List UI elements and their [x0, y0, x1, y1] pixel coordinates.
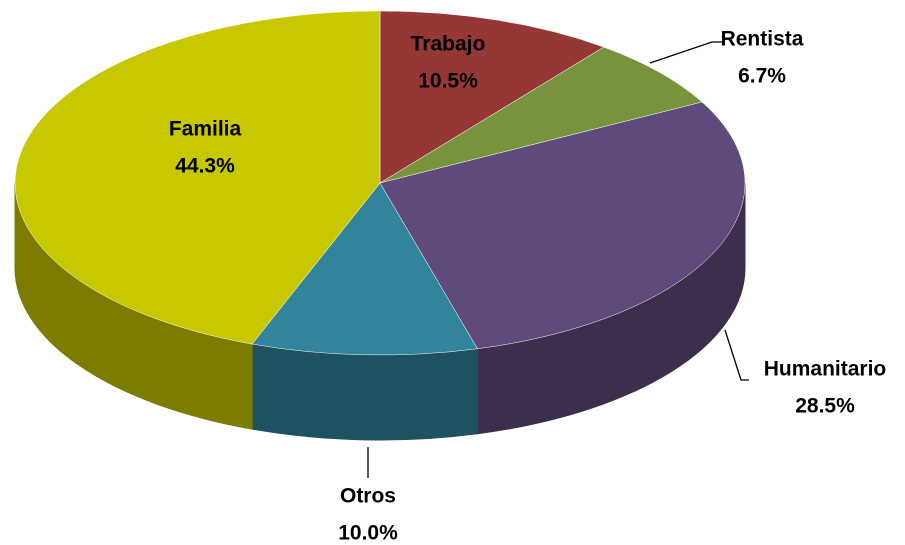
slice: [14, 10, 381, 345]
value-label: 10.0%: [338, 522, 398, 545]
value-label: 6.7%: [738, 65, 786, 88]
value-label: 10.5%: [418, 70, 478, 93]
slice: [251, 182, 478, 356]
slice-label: Rentista: [721, 28, 804, 51]
slice-label: Otros: [340, 485, 396, 508]
slice: [379, 101, 746, 350]
value-label: 44.3%: [175, 155, 235, 178]
leader-line: [724, 329, 749, 381]
slice-label: Humanitario: [764, 358, 887, 381]
slice: [379, 10, 605, 184]
slice-label: Trabajo: [411, 33, 486, 56]
leader-line: [649, 41, 722, 64]
value-label: 28.5%: [795, 395, 855, 418]
slice-label: Familia: [169, 118, 242, 141]
slice-side: [251, 343, 478, 441]
slice: [379, 46, 703, 184]
